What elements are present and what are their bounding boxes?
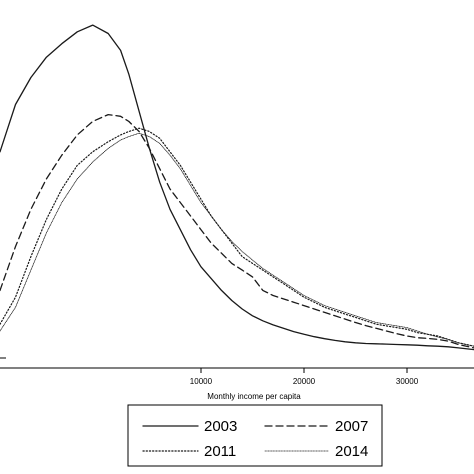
legend-box bbox=[127, 404, 383, 467]
legend-label-2011: 2011 bbox=[204, 443, 236, 460]
x-axis-title: Monthly income per capita bbox=[207, 392, 301, 401]
legend-label-2007: 2007 bbox=[335, 418, 368, 435]
series-line-2003 bbox=[0, 24, 474, 351]
legend-label-2003: 2003 bbox=[204, 418, 237, 435]
x-tick-label-10000: 10000 bbox=[190, 377, 213, 386]
series-line-2007 bbox=[0, 113, 474, 349]
series-layer bbox=[0, 24, 474, 359]
series-line-2014 bbox=[0, 132, 474, 347]
x-axis: 10000 20000 30000 Monthly income per capit… bbox=[0, 367, 474, 401]
x-ticks: 10000 20000 30000 bbox=[190, 368, 419, 386]
legend: 2003 2007 2011 2014 bbox=[127, 404, 383, 467]
x-tick-label-20000: 20000 bbox=[293, 377, 316, 386]
legend-label-2014: 2014 bbox=[335, 443, 368, 460]
series-line-2011 bbox=[0, 127, 474, 347]
x-tick-label-30000: 30000 bbox=[396, 377, 419, 386]
